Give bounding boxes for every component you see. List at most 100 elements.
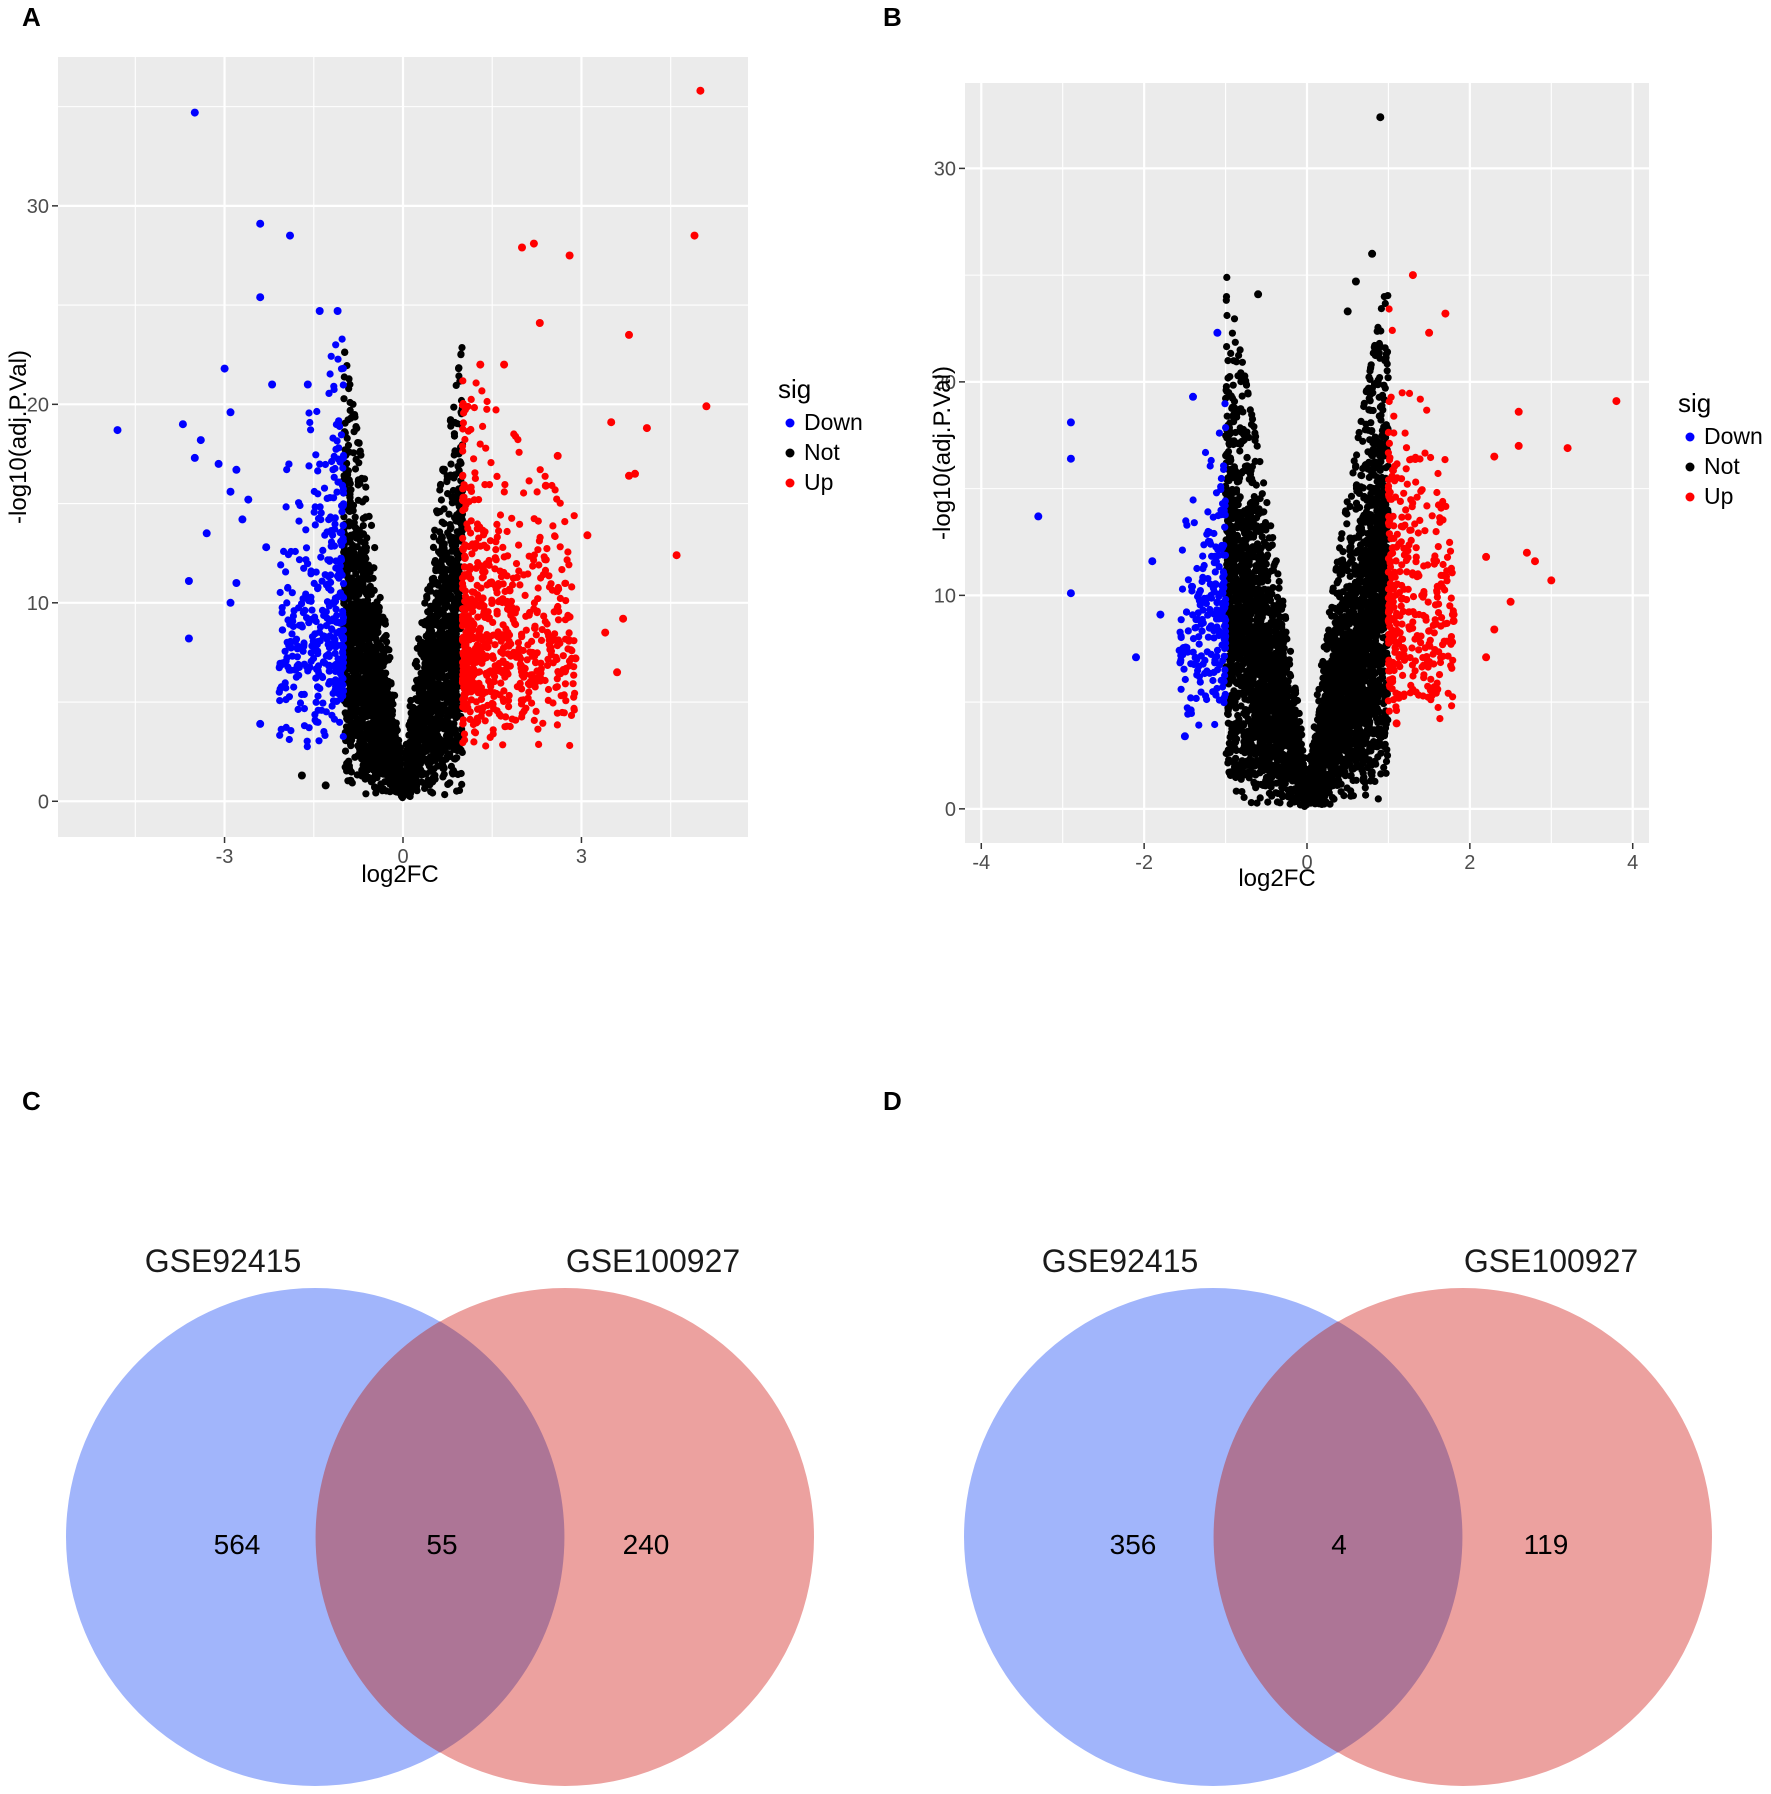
data-point: [404, 777, 412, 785]
data-point: [642, 424, 651, 433]
data-point: [410, 750, 418, 758]
data-point: [548, 586, 557, 594]
data-point: [471, 469, 479, 477]
data-point: [313, 683, 322, 691]
data-point: [290, 607, 298, 615]
data-point: [495, 710, 503, 718]
data-point: [319, 699, 327, 707]
data-point: [429, 778, 437, 786]
data-point: [276, 697, 284, 705]
data-point: [417, 707, 426, 715]
data-point: [376, 681, 384, 689]
data-point: [311, 613, 319, 621]
data-point: [553, 721, 562, 729]
data-point: [355, 721, 363, 729]
data-point: [285, 735, 293, 744]
data-point: [346, 632, 354, 640]
data-point: [300, 564, 308, 572]
data-point: [553, 451, 562, 460]
data-point: [354, 496, 362, 504]
data-point: [530, 605, 538, 613]
data-point: [350, 626, 359, 634]
data-point: [344, 441, 353, 449]
data-point: [459, 695, 467, 703]
data-point: [459, 605, 467, 613]
data-point: [372, 616, 380, 625]
data-point: [449, 711, 457, 719]
data-point: [458, 780, 466, 789]
data-point: [326, 370, 334, 378]
data-point: [528, 637, 536, 646]
data-point: [467, 487, 476, 495]
data-point: [346, 534, 355, 542]
data-point: [501, 673, 509, 681]
data-point: [351, 465, 360, 473]
data-point: [440, 770, 448, 778]
data-point: [314, 467, 322, 475]
data-point: [496, 511, 505, 519]
data-point: [356, 448, 364, 456]
data-point: [321, 460, 329, 469]
data-point: [491, 672, 499, 681]
data-point: [515, 567, 523, 575]
data-point: [304, 667, 312, 675]
data-point: [437, 651, 445, 659]
data-point: [382, 631, 390, 640]
data-point: [508, 514, 516, 522]
data-point: [517, 662, 526, 670]
data-point: [353, 771, 361, 779]
data-point: [319, 632, 327, 640]
data-point: [306, 418, 314, 427]
data-point: [500, 553, 508, 561]
data-point: [564, 548, 572, 556]
data-point: [359, 530, 368, 538]
data-point: [487, 459, 495, 467]
data-point: [347, 776, 355, 784]
data-point: [334, 455, 342, 463]
data-point: [531, 622, 539, 630]
data-point: [356, 689, 364, 697]
data-point: [441, 746, 449, 755]
data-point: [472, 680, 480, 688]
data-point: [444, 727, 453, 735]
data-point: [549, 699, 557, 707]
data-point: [505, 691, 513, 700]
data-point: [426, 702, 434, 710]
data-point: [500, 697, 508, 706]
data-point: [458, 677, 467, 685]
data-point: [459, 471, 467, 479]
data-point: [461, 587, 469, 595]
panel-label-d: D: [883, 1086, 902, 1116]
data-point: [353, 715, 361, 723]
data-point: [290, 683, 298, 691]
data-point: [327, 586, 335, 594]
data-point: [461, 554, 469, 562]
data-point: [190, 453, 199, 462]
legend-marker-up: [785, 478, 795, 488]
data-point: [459, 419, 467, 427]
data-point: [459, 485, 467, 493]
data-point: [483, 405, 491, 413]
data-point: [361, 625, 370, 633]
data-point: [422, 617, 430, 625]
data-point: [503, 642, 511, 650]
data-point: [412, 784, 420, 792]
data-point: [504, 629, 512, 637]
data-point: [291, 547, 299, 556]
data-point: [341, 709, 349, 717]
data-point: [499, 543, 507, 552]
data-point: [562, 664, 570, 672]
legend-label-up: Up: [804, 469, 833, 495]
data-point: [506, 662, 514, 670]
data-point: [466, 715, 474, 724]
data-point: [535, 537, 544, 545]
data-point: [300, 705, 308, 713]
data-point: [520, 673, 528, 681]
data-point: [327, 538, 336, 546]
data-point: [313, 665, 321, 673]
data-point: [479, 594, 487, 602]
data-point: [311, 521, 319, 529]
data-point: [310, 487, 318, 496]
data-points: [113, 86, 711, 802]
